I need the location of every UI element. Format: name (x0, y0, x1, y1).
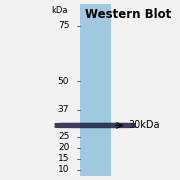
Text: 15: 15 (58, 154, 69, 163)
Bar (80, 4, 111, 176)
Text: 20: 20 (58, 143, 69, 152)
Text: Western Blot: Western Blot (85, 8, 171, 21)
Text: kDa: kDa (51, 6, 68, 15)
Text: 30kDa: 30kDa (128, 120, 159, 130)
Text: 25: 25 (58, 132, 69, 141)
Text: 10: 10 (58, 165, 69, 174)
FancyBboxPatch shape (55, 123, 136, 128)
Text: 37: 37 (58, 105, 69, 114)
Text: 75: 75 (58, 21, 69, 30)
Text: 50: 50 (58, 77, 69, 86)
